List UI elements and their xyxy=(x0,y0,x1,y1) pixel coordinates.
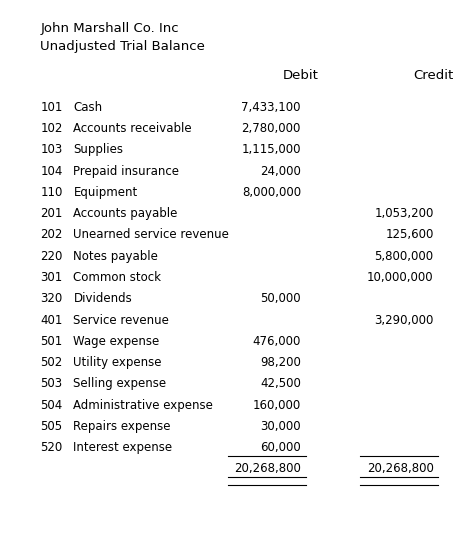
Text: 1,053,200: 1,053,200 xyxy=(374,207,434,220)
Text: 505: 505 xyxy=(40,420,63,433)
Text: Common stock: Common stock xyxy=(73,271,162,284)
Text: 160,000: 160,000 xyxy=(253,399,301,412)
Text: Debit: Debit xyxy=(283,69,319,82)
Text: 220: 220 xyxy=(40,250,63,263)
Text: 301: 301 xyxy=(40,271,63,284)
Text: 102: 102 xyxy=(40,122,63,135)
Text: 103: 103 xyxy=(40,143,63,156)
Text: Interest expense: Interest expense xyxy=(73,441,173,454)
Text: Utility expense: Utility expense xyxy=(73,356,162,369)
Text: 20,268,800: 20,268,800 xyxy=(367,463,434,475)
Text: Selling expense: Selling expense xyxy=(73,377,166,390)
Text: 5,800,000: 5,800,000 xyxy=(374,250,434,263)
Text: Cash: Cash xyxy=(73,101,102,114)
Text: 101: 101 xyxy=(40,101,63,114)
Text: 504: 504 xyxy=(40,399,63,412)
Text: 110: 110 xyxy=(40,186,63,199)
Text: 401: 401 xyxy=(40,314,63,326)
Text: Notes payable: Notes payable xyxy=(73,250,158,263)
Text: Administrative expense: Administrative expense xyxy=(73,399,213,412)
Text: 60,000: 60,000 xyxy=(260,441,301,454)
Text: Accounts receivable: Accounts receivable xyxy=(73,122,192,135)
Text: 7,433,100: 7,433,100 xyxy=(241,101,301,114)
Text: 501: 501 xyxy=(40,335,63,348)
Text: Equipment: Equipment xyxy=(73,186,138,199)
Text: Dividends: Dividends xyxy=(73,292,132,305)
Text: 50,000: 50,000 xyxy=(260,292,301,305)
Text: Repairs expense: Repairs expense xyxy=(73,420,171,433)
Text: 125,600: 125,600 xyxy=(385,228,434,241)
Text: Prepaid insurance: Prepaid insurance xyxy=(73,165,180,178)
Text: 503: 503 xyxy=(40,377,63,390)
Text: 42,500: 42,500 xyxy=(260,377,301,390)
Text: 98,200: 98,200 xyxy=(260,356,301,369)
Text: 201: 201 xyxy=(40,207,63,220)
Text: Unearned service revenue: Unearned service revenue xyxy=(73,228,229,241)
Text: Credit: Credit xyxy=(414,69,454,82)
Text: 20,268,800: 20,268,800 xyxy=(234,463,301,475)
Text: Service revenue: Service revenue xyxy=(73,314,169,326)
Text: 10,000,000: 10,000,000 xyxy=(367,271,434,284)
Text: 520: 520 xyxy=(40,441,63,454)
Text: 24,000: 24,000 xyxy=(260,165,301,178)
Text: Supplies: Supplies xyxy=(73,143,123,156)
Text: 2,780,000: 2,780,000 xyxy=(242,122,301,135)
Text: John Marshall Co. Inc: John Marshall Co. Inc xyxy=(40,22,179,35)
Text: 104: 104 xyxy=(40,165,63,178)
Text: 502: 502 xyxy=(40,356,63,369)
Text: 202: 202 xyxy=(40,228,63,241)
Text: 1,115,000: 1,115,000 xyxy=(241,143,301,156)
Text: 320: 320 xyxy=(40,292,63,305)
Text: 8,000,000: 8,000,000 xyxy=(242,186,301,199)
Text: Unadjusted Trial Balance: Unadjusted Trial Balance xyxy=(40,40,205,53)
Text: 476,000: 476,000 xyxy=(253,335,301,348)
Text: Accounts payable: Accounts payable xyxy=(73,207,178,220)
Text: 30,000: 30,000 xyxy=(260,420,301,433)
Text: 3,290,000: 3,290,000 xyxy=(374,314,434,326)
Text: Wage expense: Wage expense xyxy=(73,335,160,348)
